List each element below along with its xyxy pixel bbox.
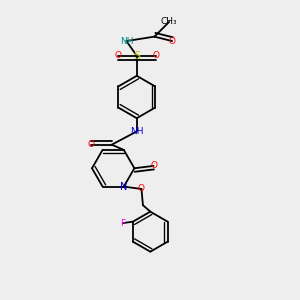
- Text: NH: NH: [130, 127, 143, 136]
- Text: O: O: [138, 184, 145, 194]
- Text: S: S: [133, 51, 140, 61]
- Text: O: O: [150, 161, 157, 170]
- Text: O: O: [152, 51, 159, 60]
- Text: CH₃: CH₃: [161, 17, 178, 26]
- Text: N: N: [120, 182, 127, 192]
- Text: F: F: [120, 219, 125, 228]
- Text: O: O: [169, 37, 176, 46]
- Text: O: O: [88, 140, 94, 149]
- Text: NH: NH: [120, 37, 133, 46]
- Text: O: O: [114, 51, 121, 60]
